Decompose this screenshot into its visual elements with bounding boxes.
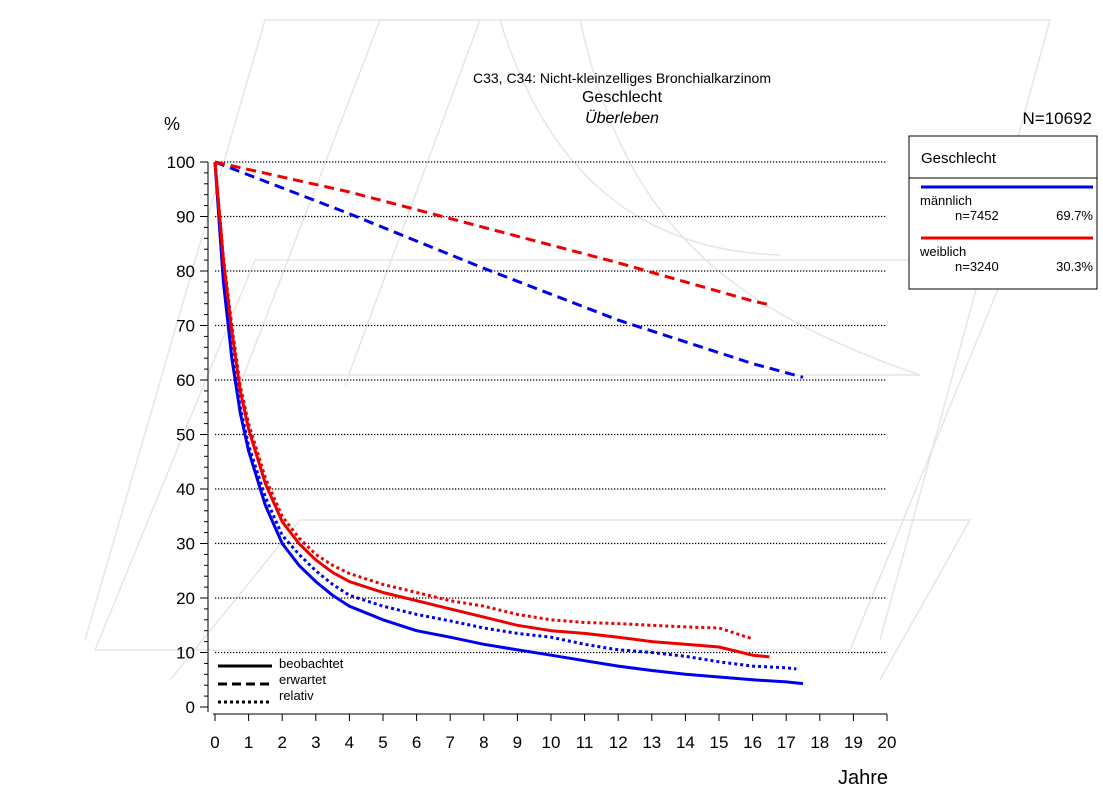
x-tick-label-12: 12 — [609, 733, 628, 752]
y-tick-label-90: 90 — [176, 208, 195, 227]
grid-lines — [215, 161, 887, 654]
x-tick-label-14: 14 — [676, 733, 695, 752]
y-tick-label-70: 70 — [176, 317, 195, 336]
chart-title: C33, C34: Nicht-kleinzelliges Bronchialk… — [473, 70, 771, 86]
y-axis-label: % — [164, 114, 180, 134]
group-legend-pct-male: 69.7% — [1056, 208, 1093, 223]
y-tick-label-100: 100 — [167, 153, 195, 172]
series-female-relativ — [213, 161, 754, 641]
x-axis-label: Jahre — [838, 767, 888, 787]
y-tick-label-80: 80 — [176, 262, 195, 281]
x-tick-label-17: 17 — [777, 733, 796, 752]
chart-subtitle-2: Überleben — [585, 109, 659, 127]
group-legend-pct-female: 30.3% — [1056, 259, 1093, 274]
style-legend-label-observed: beobachtet — [279, 656, 344, 671]
chart-subtitle: Geschlecht — [582, 89, 663, 106]
series-lines — [213, 160, 804, 686]
style-legend-label-relative: relativ — [279, 688, 314, 703]
x-tick-label-7: 7 — [445, 733, 454, 752]
y-tick-label-60: 60 — [176, 371, 195, 390]
x-tick-label-1: 1 — [244, 733, 253, 752]
x-tick-label-8: 8 — [479, 733, 488, 752]
x-tick-label-19: 19 — [844, 733, 863, 752]
x-tick-label-3: 3 — [311, 733, 320, 752]
x-tick-label-16: 16 — [743, 733, 762, 752]
x-tick-label-10: 10 — [542, 733, 561, 752]
x-tick-label-6: 6 — [412, 733, 421, 752]
x-tick-label-15: 15 — [710, 733, 729, 752]
x-tick-label-2: 2 — [277, 733, 286, 752]
x-tick-label-11: 11 — [576, 733, 594, 752]
x-tick-label-9: 9 — [513, 733, 522, 752]
group-legend-title: Geschlecht — [921, 150, 997, 167]
x-tick-label-0: 0 — [210, 733, 219, 752]
watermark-logo — [84, 19, 1051, 681]
y-tick-label-40: 40 — [176, 480, 195, 499]
series-female-erwartet — [214, 160, 770, 307]
group-legend-n-male: n=7452 — [955, 208, 999, 223]
x-tick-label-4: 4 — [345, 733, 354, 752]
series-male-relativ — [213, 161, 797, 671]
group-legend-label-male: männlich — [920, 193, 972, 208]
y-tick-label-20: 20 — [176, 589, 195, 608]
series-male-erwartet — [214, 160, 804, 379]
x-tick-label-20: 20 — [878, 733, 897, 752]
group-legend: Geschlecht männlich n=7452 69.7% weiblic… — [908, 135, 1098, 290]
x-tick-label-5: 5 — [378, 733, 387, 752]
y-tick-label-0: 0 — [186, 698, 195, 717]
y-tick-label-10: 10 — [176, 644, 195, 663]
series-female-beobachtet — [213, 161, 770, 659]
n-total: N=10692 — [1023, 109, 1092, 128]
y-tick-label-30: 30 — [176, 535, 195, 554]
group-legend-label-female: weiblich — [919, 244, 966, 259]
group-legend-box — [908, 135, 1098, 290]
group-legend-n-female: n=3240 — [955, 259, 999, 274]
style-legend-label-expected: erwartet — [279, 672, 326, 687]
style-legend: beobachtet erwartet relativ — [218, 656, 344, 704]
series-male-beobachtet — [213, 161, 804, 686]
y-tick-label-50: 50 — [176, 426, 195, 445]
x-tick-label-13: 13 — [642, 733, 661, 752]
x-tick-label-18: 18 — [810, 733, 829, 752]
